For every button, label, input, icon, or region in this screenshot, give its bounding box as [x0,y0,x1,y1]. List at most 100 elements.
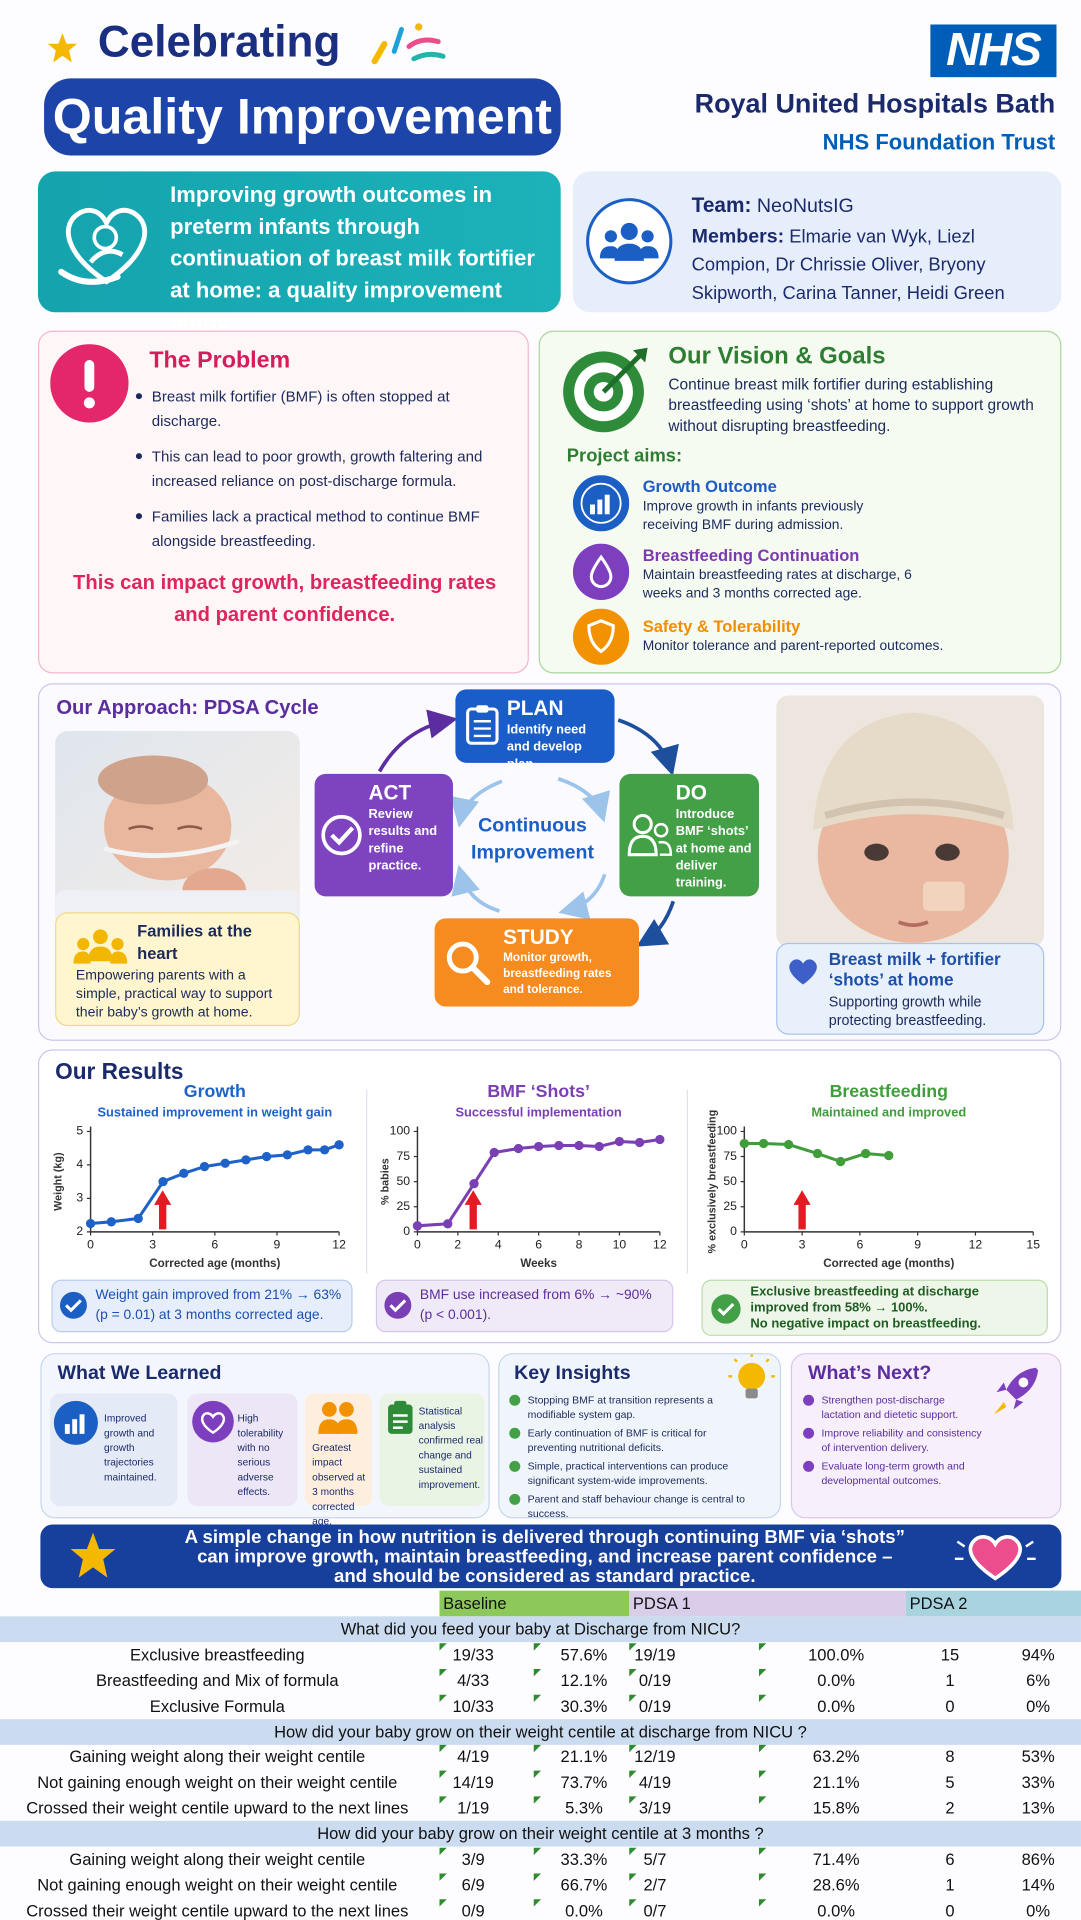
summary-box [375,1279,674,1333]
chart-breastfeeding: Breastfeeding Maintained and improved 0 25 5… [706,1081,1040,1270]
cell-flag [629,1898,637,1907]
target-icon [563,347,648,433]
team-icon-part [586,198,673,285]
table-cell: 2 [945,1799,955,1818]
baby-hand-icon-part [92,224,119,251]
aim-icon [572,475,630,532]
table-cell: 19/19 [634,1645,676,1664]
data-point [739,1138,749,1149]
cell-flag [439,1898,447,1907]
y-tick-label: 100 [717,1124,738,1138]
members: Elmarie van Wyk, Liezl Compion, Dr Chris… [691,226,1005,304]
table-cell: 71.4% [812,1850,860,1869]
y-tick-label: 25 [396,1199,410,1213]
pdsa-arrows-part [558,873,607,920]
table-cell: 10/33 [452,1696,494,1716]
table-cell: 73.7% [560,1773,608,1792]
problem-bullet: Breast milk fortifier (BMF) is often sto… [132,384,514,433]
table-cell: 33.3% [560,1850,608,1869]
table-cell: 4/19 [457,1747,490,1767]
y-axis-label: % exclusively breastfeeding [706,1110,718,1254]
check-badge [711,1294,741,1324]
pdsa-arrows-part [450,779,503,828]
confetti-part [415,23,423,31]
chart-subtitle: Sustained improvement in weight gain [97,1104,332,1119]
summary-box [51,1279,353,1333]
data-point [319,1145,330,1155]
table-cell: 15 [940,1645,960,1664]
study-title: Improving growth outcomes in preterm inf… [170,182,536,335]
family-icon-part [73,951,91,964]
data-point [614,1136,625,1147]
banner-star [70,1532,116,1578]
step-text: Introduce BMF ‘shots’ at home and delive… [675,806,752,891]
data-point [554,1140,564,1151]
rocket-icon-part [994,1402,1007,1415]
table-cell: 1 [945,1671,955,1690]
pdsa-arrows-part [377,709,458,773]
problem-bullet: This can lead to poor growth, growth fal… [132,444,514,493]
cell-flag [439,1694,447,1702]
insight: Parent and staff behaviour change is cen… [509,1493,754,1521]
table-cell: 12.1% [560,1671,608,1690]
table-cell: Exclusive breastfeeding [130,1645,305,1664]
people-badge-part [318,1419,341,1434]
heart-badge-part [200,1412,226,1435]
x-tick-label: 10 [613,1238,627,1252]
table-cell: 21.1% [812,1773,860,1792]
results-table: Baseline PDSA 1 PDSA 2 What did you feed yo… [0,1590,1081,1920]
y-tick-label: 4 [76,1157,83,1171]
table-cell: 2/7 [643,1875,667,1895]
x-tick-label: 12 [332,1238,346,1252]
celebrating: Celebrating [97,15,341,67]
table-cell: 57.6% [560,1645,608,1664]
table-cell: 5 [945,1773,955,1792]
learned-text: High tolerability with no serious advers… [237,1411,284,1498]
data-point [574,1140,584,1151]
insights-title: Key Insights [514,1362,631,1384]
table-cell: 0 [945,1696,955,1716]
data-point [220,1158,230,1168]
table-cell: 0/9 [461,1901,485,1920]
table-cell: Breastfeeding and Mix of formula [96,1671,339,1690]
clipboard-icon-part [476,705,489,713]
photo-infant-sleeping [55,731,300,927]
cell-flag [759,1643,767,1651]
summary-text: Exclusive breastfeeding at discharge imp… [750,1284,979,1316]
table-cell: 0 [945,1901,955,1920]
team-icon-part [599,246,619,259]
target-icon-part [632,347,648,363]
photo-infant-sleeping-part [103,838,240,859]
step-name: DO [675,781,707,805]
data-point [469,1178,479,1189]
aim-title: Safety & Tolerability [642,617,801,636]
check-badge-part [389,1299,407,1313]
data-point [758,1138,769,1149]
team-icon-part [614,243,644,261]
people-icon [627,813,673,857]
table-cell: 1 [945,1875,955,1895]
learned-text: Improved growth and growth trajectories … [104,1411,157,1483]
cell-flag [629,1694,637,1702]
table-cell: 6% [1026,1671,1051,1690]
team-line: Team: NeoNutsIG [692,193,854,217]
cell-flag [629,1847,637,1856]
heart-badge-part [192,1400,234,1443]
data-point [443,1219,453,1229]
insight: Stopping BMF at transition represents a … [509,1393,754,1421]
x-tick-label: 6 [856,1238,863,1252]
x-tick-label: 3 [799,1238,806,1252]
step-name: PLAN [506,696,564,721]
baby-hand-icon-part [88,248,124,264]
table-cell: 21.1% [560,1747,608,1767]
cell-flag [533,1694,542,1702]
alert-icon-part [84,360,95,392]
cycle-center: Continuous Improvement [471,815,595,864]
y-tick-label: 50 [396,1174,410,1188]
learned-text: Greatest impact observed at 3 months cor… [312,1441,366,1527]
aim-icon-part [580,482,622,524]
pdsa-study: STUDY Monitor growth, breastfeeding rates… [434,918,640,1007]
star-icon [47,33,78,63]
data-point [261,1151,272,1162]
team-icon-part [640,246,659,259]
